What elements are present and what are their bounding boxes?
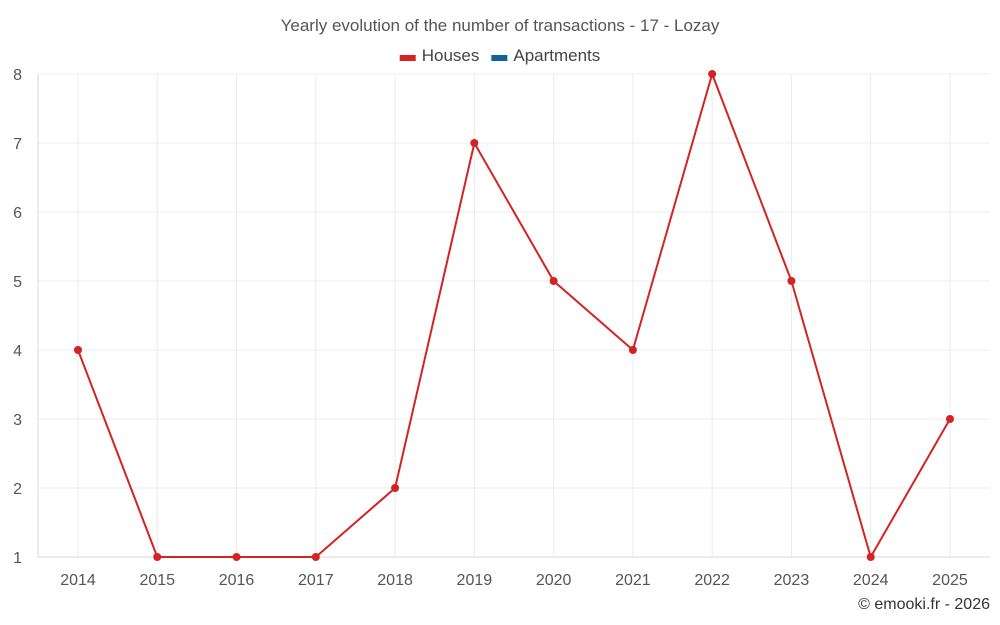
x-tick-label: 2021 (615, 572, 651, 589)
y-tick-label: 5 (13, 274, 22, 291)
x-tick-label: 2015 (139, 572, 175, 589)
credit-text: © emooki.fr - 2026 (858, 596, 990, 613)
data-point-houses[interactable] (866, 553, 875, 561)
data-point-houses[interactable] (628, 346, 637, 354)
data-point-houses[interactable] (311, 553, 320, 561)
x-tick-label: 2014 (60, 572, 96, 589)
y-tick-label: 4 (13, 343, 22, 360)
x-tick-label: 2017 (298, 572, 334, 589)
legend-item-houses[interactable]: Houses (399, 46, 480, 65)
y-tick-label: 8 (13, 67, 22, 84)
series-layer (74, 70, 954, 561)
data-point-houses[interactable] (391, 484, 400, 492)
data-point-houses[interactable] (470, 139, 479, 147)
x-tick-label: 2018 (377, 572, 413, 589)
x-tick-label: 2019 (457, 572, 493, 589)
y-tick-label: 7 (13, 136, 22, 153)
y-tick-label: 3 (13, 412, 22, 429)
data-point-houses[interactable] (708, 70, 717, 78)
y-tick-label: 2 (13, 481, 22, 498)
x-tick-label: 2025 (932, 572, 968, 589)
x-tick-label: 2024 (853, 572, 889, 589)
legend-label: Houses (422, 46, 480, 65)
legend-swatch (491, 55, 508, 61)
grid (38, 73, 990, 557)
legend: Houses Apartments (399, 46, 600, 65)
data-point-houses[interactable] (787, 277, 796, 285)
tick-labels: 1 2 3 4 5 6 7 8 2014 2015 2016 2017 2018 2019 2020 2021… (13, 67, 968, 589)
legend-item-apartments[interactable]: Apartments (491, 46, 600, 65)
legend-label: Apartments (513, 46, 600, 65)
data-point-houses[interactable] (549, 277, 558, 285)
data-point-houses[interactable] (74, 346, 82, 354)
data-point-houses[interactable] (153, 553, 162, 561)
axes (37, 74, 990, 558)
data-point-houses[interactable] (232, 553, 241, 561)
chart-title: Yearly evolution of the number of transa… (281, 16, 720, 35)
x-tick-label: 2020 (536, 572, 572, 589)
x-tick-label: 2023 (774, 572, 810, 589)
x-tick-label: 2016 (219, 572, 255, 589)
legend-swatch (399, 55, 416, 61)
x-tick-label: 2022 (694, 572, 730, 589)
y-tick-label: 1 (13, 550, 22, 567)
data-point-houses[interactable] (945, 415, 954, 423)
series-line-houses (77, 73, 951, 558)
y-tick-label: 6 (13, 205, 22, 222)
